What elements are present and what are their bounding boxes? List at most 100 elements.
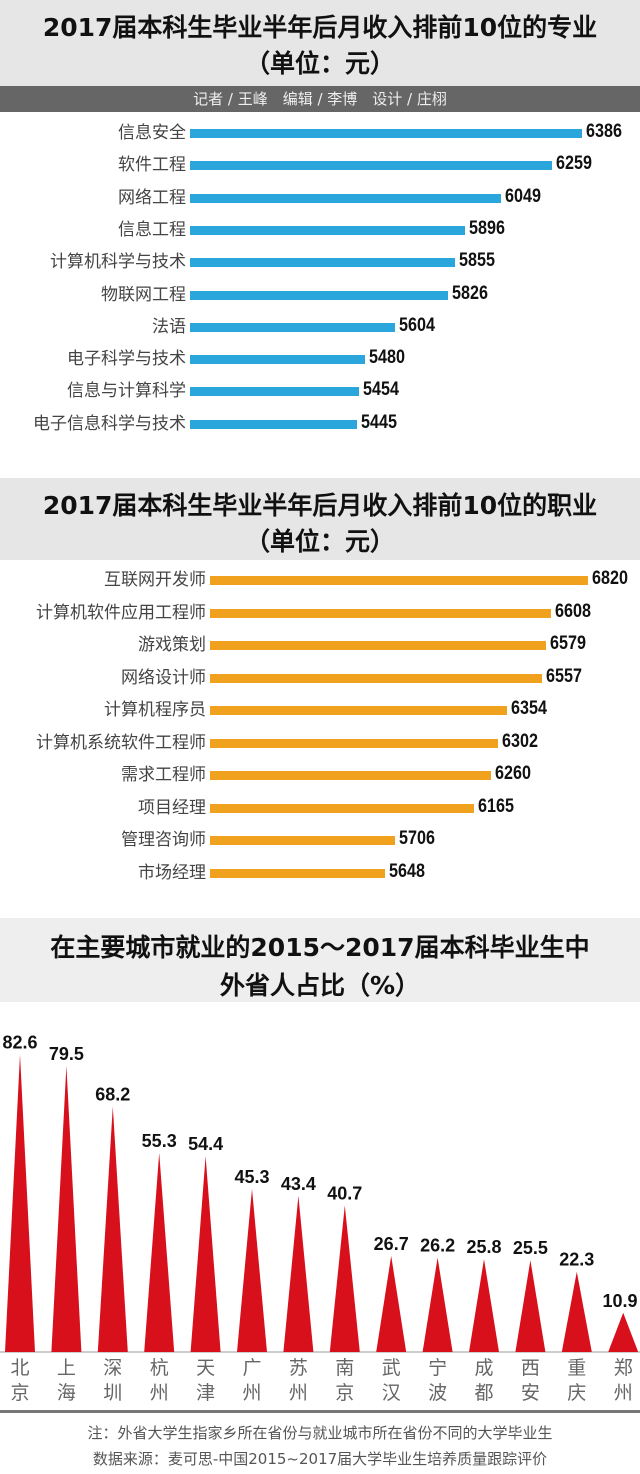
city-label: 津 [196,1382,215,1404]
bar [190,322,395,332]
chart-title-cities: 在主要城市就业的2015～2017届本科毕业生中 [50,933,590,962]
value-label: 5855 [458,250,495,272]
value-label: 5648 [389,860,425,882]
city-label: 郑 [614,1357,633,1379]
title-background-2 [0,478,640,560]
triangle-bar [376,1255,407,1352]
triangle-bar [469,1259,499,1352]
triangle-bar [422,1257,453,1352]
city-label: 西 [521,1357,540,1379]
city-label: 上 [57,1357,76,1379]
city-label: 汉 [382,1382,401,1404]
triangle-bar [190,1156,221,1352]
category-label: 需求工程师 [121,765,206,785]
value-label: 22.3 [559,1250,594,1270]
bar [210,771,491,780]
value-label: 6557 [546,665,583,687]
value-label: 54.4 [188,1134,223,1154]
city-label: 庆 [567,1382,586,1404]
bar [210,576,588,585]
city-label: 成 [474,1357,493,1379]
city-label: 宁 [428,1357,447,1379]
bar [210,608,552,618]
city-label: 武 [382,1357,401,1379]
value-label: 5896 [468,217,505,239]
chart-title-majors: 2017届本科生毕业半年后月收入排前10位的专业 [42,13,598,42]
category-label: 法语 [152,316,186,337]
city-label: 深 [103,1357,122,1379]
value-label: 6049 [505,185,542,207]
bar [190,193,502,203]
city-label: 南 [335,1357,354,1379]
city-label: 都 [474,1382,493,1404]
city-label: 京 [10,1382,29,1404]
city-label: 北 [10,1357,29,1379]
bar [210,641,547,650]
value-label: 6259 [555,153,592,175]
chart-subtitle-majors: （单位：元） [244,49,395,78]
category-label: 计算机软件应用工程师 [36,602,206,623]
chart-subtitle-jobs: （单位：元） [244,527,395,556]
value-label: 40.7 [327,1183,362,1203]
chart-title-jobs: 2017届本科生毕业半年后月收入排前10位的职业 [42,491,598,520]
triangle-bar [515,1260,546,1352]
value-label: 55.3 [142,1131,177,1151]
category-label: 管理咨询师 [121,830,206,850]
value-label: 26.7 [374,1234,409,1254]
value-label: 68.2 [95,1084,130,1104]
value-label: 6354 [511,698,548,719]
category-label: 信息工程 [118,219,186,240]
value-label: 45.3 [234,1167,269,1187]
triangle-bar [608,1312,639,1352]
category-label: 信息安全 [118,123,186,143]
category-label: 物联网工程 [101,284,186,305]
bar [190,225,465,235]
city-label: 京 [335,1382,354,1404]
bar [190,419,357,429]
value-label: 6386 [585,121,622,142]
bar [210,836,396,845]
city-label: 圳 [103,1382,122,1404]
triangle-bar [237,1188,267,1352]
bar [190,129,582,138]
value-label: 6608 [555,600,592,622]
triangle-bar [283,1195,314,1352]
value-label: 79.5 [49,1044,84,1064]
chart-cities: 82.6 北京 79.5 上海 68.2 深圳 55.3 杭州 54.4 天津 45.3 广州 43.4… [0,1033,640,1404]
chart-subtitle-cities: 外省人占比（%） [219,971,421,1000]
bar [190,290,449,300]
bar [210,738,499,748]
credit-bar: 记者 / 王峰 编辑 / 李博 设计 / 庄栩 [0,86,640,112]
value-label: 26.2 [420,1236,455,1256]
city-label: 安 [521,1382,540,1404]
value-label: 5604 [399,314,435,336]
city-label: 天 [196,1357,215,1379]
value-label: 5480 [369,347,406,369]
divider [0,1410,640,1413]
triangle-bar [329,1205,360,1352]
category-label: 游戏策划 [138,635,206,655]
city-label: 重 [567,1357,586,1379]
city-label: 波 [428,1382,447,1404]
value-label: 6165 [478,795,515,817]
bar [190,355,366,365]
title-background-1 [0,0,640,86]
city-label: 州 [242,1382,261,1404]
category-label: 电子信息科学与技术 [33,413,186,434]
value-label: 25.5 [513,1238,548,1258]
category-label: 软件工程 [118,155,186,176]
bar [190,258,455,268]
city-label: 广 [242,1357,261,1379]
triangle-bar [97,1106,128,1352]
value-label: 82.6 [2,1033,37,1053]
category-label: 网络设计师 [121,667,206,688]
city-label: 苏 [289,1357,308,1379]
value-label: 43.4 [281,1174,316,1194]
value-label: 5826 [452,282,488,304]
value-label: 5454 [363,379,400,401]
value-label: 6260 [494,763,531,784]
value-label: 6302 [502,730,539,752]
bar [210,706,508,715]
data-source: 数据来源：麦可思-中国2015~2017届大学毕业生培养质量跟踪评价 [92,1450,548,1468]
category-label: 计算机科学与技术 [50,252,186,273]
